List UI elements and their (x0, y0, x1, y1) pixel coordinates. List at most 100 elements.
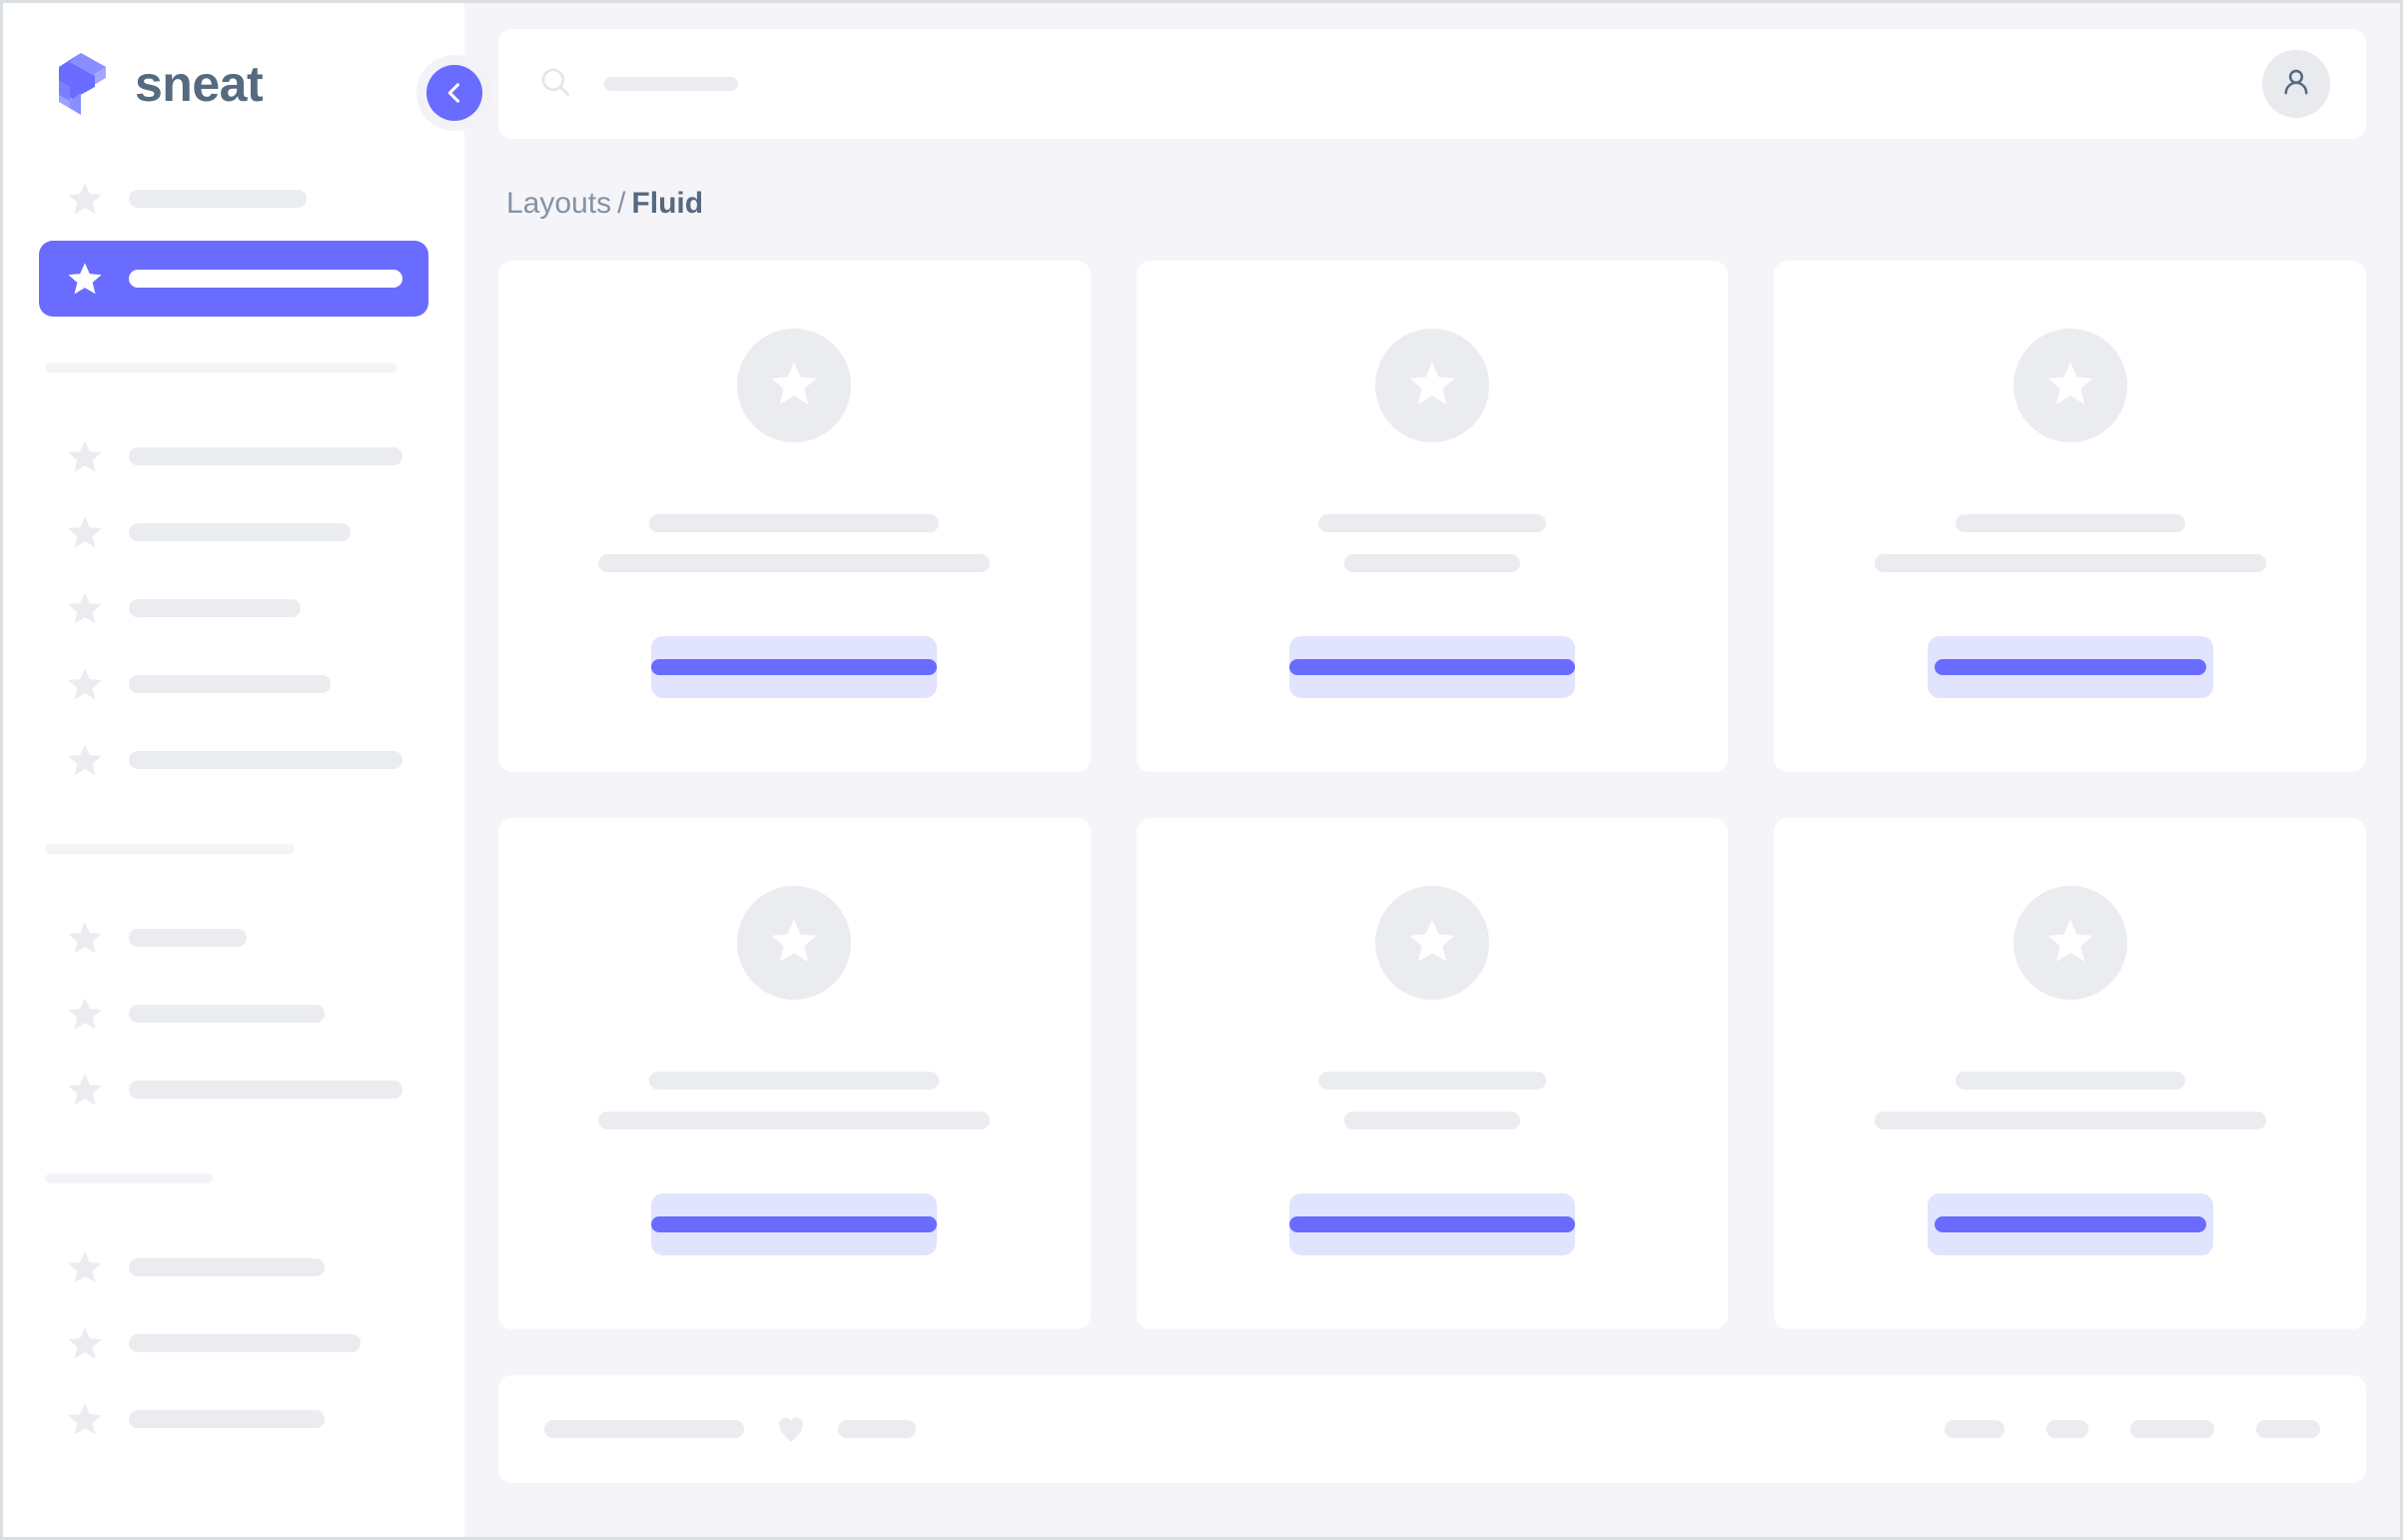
card-text-line-2 (598, 554, 991, 572)
footer-copyright-bar (544, 1420, 744, 1438)
sidebar-item-secondary-3[interactable] (39, 570, 428, 646)
sidebar-item-label (129, 1410, 325, 1428)
sidebar-group-secondary (3, 418, 464, 798)
footer-right-group (1945, 1420, 2320, 1438)
sidebar-item-secondary-2[interactable] (39, 494, 428, 570)
sidebar-item-primary-2[interactable] (39, 241, 428, 317)
avatar[interactable] (2262, 50, 2330, 118)
card-text-line-2 (1343, 1112, 1520, 1130)
card-avatar (737, 886, 852, 1000)
card-action-button-label (1934, 659, 2206, 675)
breadcrumb-parent[interactable]: Layouts (506, 187, 612, 220)
top-navbar (498, 29, 2366, 139)
sidebar-item-quaternary-2[interactable] (39, 1305, 428, 1381)
card-text-line-1 (1317, 1072, 1546, 1090)
sidebar-item-label (129, 599, 301, 617)
card-action-button-label (1288, 659, 1575, 675)
footer-link-support[interactable] (2256, 1420, 2320, 1438)
card-text-line-1 (1955, 514, 2185, 532)
sidebar-item-tertiary-2[interactable] (39, 976, 428, 1052)
card-avatar (2012, 329, 2127, 442)
star-icon (65, 1070, 105, 1110)
footer (498, 1375, 2366, 1483)
sidebar-item-secondary-5[interactable] (39, 722, 428, 798)
star-icon (65, 512, 105, 552)
card-text-line-1 (1317, 514, 1546, 532)
card-avatar (1374, 886, 1489, 1000)
star-icon (65, 588, 105, 628)
content-card (1774, 261, 2366, 772)
star-icon (65, 1247, 105, 1287)
card-action-button-label (651, 1216, 938, 1232)
card-text-lines (1774, 1072, 2366, 1130)
card-grid (498, 261, 2366, 1329)
card-action-button[interactable] (651, 636, 938, 698)
main-content: Layouts / Fluid (464, 3, 2400, 1537)
card-text-line-1 (649, 1072, 940, 1090)
card-text-lines (498, 514, 1091, 572)
brand-name: sneat (135, 56, 264, 112)
sidebar-item-label (129, 1258, 325, 1276)
card-action-button-label (1934, 1216, 2206, 1232)
sidebar-group-primary (3, 161, 464, 317)
sidebar-item-label (129, 523, 351, 541)
sidebar-item-secondary-1[interactable] (39, 418, 428, 494)
card-action-button[interactable] (651, 1193, 938, 1255)
sidebar-divider (45, 363, 397, 373)
sidebar-divider (45, 844, 295, 854)
card-avatar (737, 329, 852, 442)
breadcrumb-separator: / (617, 187, 626, 220)
sidebar-item-tertiary-3[interactable] (39, 1052, 428, 1128)
card-action-button-label (1288, 1216, 1575, 1232)
content-card (498, 818, 1091, 1329)
footer-link-documentation[interactable] (2130, 1420, 2214, 1438)
card-text-lines (1774, 514, 2366, 572)
brand[interactable]: sneat (3, 3, 464, 123)
star-icon (65, 740, 105, 780)
card-text-line-1 (649, 514, 940, 532)
star-icon (1405, 914, 1459, 973)
sidebar-group-tertiary (3, 900, 464, 1128)
search-input[interactable] (538, 65, 2262, 104)
card-action-button[interactable] (1288, 636, 1575, 698)
footer-link-license[interactable] (1945, 1420, 2004, 1438)
content-card (1136, 261, 1729, 772)
sneat-logo-icon (51, 51, 113, 117)
card-avatar (1374, 329, 1489, 442)
card-text-line-2 (1343, 554, 1520, 572)
sidebar-item-quaternary-3[interactable] (39, 1381, 428, 1457)
card-action-button[interactable] (1927, 636, 2213, 698)
sidebar-item-primary-1[interactable] (39, 161, 428, 237)
card-text-lines (498, 1072, 1091, 1130)
card-text-lines (1137, 514, 1729, 572)
content-area (498, 261, 2366, 1537)
star-icon (2043, 357, 2097, 415)
sidebar-item-quaternary-1[interactable] (39, 1229, 428, 1305)
search-icon (538, 65, 572, 104)
star-icon (767, 914, 821, 973)
sidebar-item-secondary-4[interactable] (39, 646, 428, 722)
star-icon (65, 664, 105, 704)
footer-link-themes[interactable] (2046, 1420, 2088, 1438)
user-icon (2278, 64, 2314, 105)
content-card (498, 261, 1091, 772)
card-text-line-2 (1874, 554, 2266, 572)
star-icon (65, 918, 105, 958)
chevron-left-icon (426, 65, 482, 121)
card-action-button[interactable] (1927, 1193, 2213, 1255)
star-icon (2043, 914, 2097, 973)
sidebar-menu (3, 123, 464, 1457)
breadcrumb-current: Fluid (631, 187, 704, 220)
sidebar: sneat (3, 3, 492, 1537)
card-action-button-label (651, 659, 938, 675)
sidebar-item-label (129, 270, 402, 288)
star-icon (1405, 357, 1459, 415)
sidebar-item-label (129, 1005, 325, 1023)
sidebar-collapse-button[interactable] (416, 55, 492, 131)
sidebar-item-label (129, 751, 402, 769)
card-action-button[interactable] (1288, 1193, 1575, 1255)
sidebar-item-tertiary-1[interactable] (39, 900, 428, 976)
content-card (1774, 818, 2366, 1329)
star-icon (65, 436, 105, 476)
star-icon (65, 1399, 105, 1439)
